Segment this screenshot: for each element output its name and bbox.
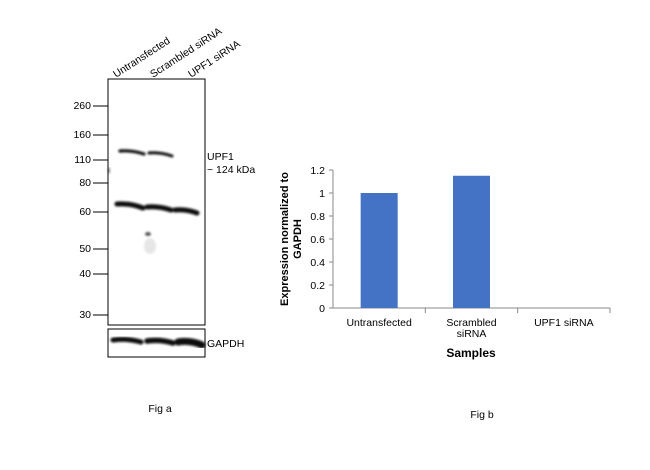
bar-untransfected [360,193,398,308]
ladder-label-160: 160 [73,129,91,141]
blot-bands [108,149,200,254]
ladder-label-80: 80 [79,177,91,189]
blot-smear [144,238,156,254]
upf1-band-untransfected [118,149,146,156]
upf1-size-label: ~ 124 kDa [207,164,255,176]
y-tick-label: 0.4 [310,257,325,269]
y-tick-label: 0 [319,303,325,315]
band-60kda-upf1-sirna [172,207,200,216]
band-60kda-untransfected [114,201,146,211]
y-tick-label: 0.6 [310,234,325,246]
y-tick-label: 1 [319,188,325,200]
ladder-label-110: 110 [74,154,91,166]
y-axis-title-line1: Expression normalized to [279,172,291,306]
blot-artifact-spot [145,232,151,236]
x-tick-label: UPF1 siRNA [534,317,594,329]
y-tick-label: 1.2 [310,165,325,177]
western-blot-panel: Untransfected Scrambled siRNA UPF1 siRNA… [73,25,255,415]
gapdh-band-upf1-sirna [174,337,206,349]
band-60kda-scrambled [144,204,174,213]
ladder-label-40: 40 [79,268,91,280]
x-tick-label: Untransfected [346,317,412,329]
ladder-label-260: 260 [73,100,91,112]
fig-a-caption: Fig a [148,403,172,415]
gapdh-bands [110,336,206,349]
upf1-band-label: UPF1 [207,151,234,163]
x-axis-title: Samples [446,346,496,360]
x-tick-label: siRNA [457,328,487,340]
bar-chart: 0 0.2 0.4 0.6 0.8 1 1.2 Untransfected Scrambled… [279,165,611,360]
ladder-label-30: 30 [79,309,91,321]
y-axis-title-line2: GAPDH [292,219,304,259]
ladder-label-60: 60 [79,206,91,218]
molecular-weight-ladder: 260 160 110 80 60 50 40 30 [73,100,108,321]
gapdh-band-untransfected [110,336,144,345]
upf1-band-scrambled [147,151,174,158]
x-tick-label: Scrambled [446,317,496,329]
fig-b-caption: Fig b [470,409,494,421]
bar-scrambled-sirna [453,175,490,308]
ladder-label-50: 50 [79,243,91,255]
y-tick-label: 0.8 [310,211,325,223]
gapdh-label: GAPDH [207,338,244,350]
y-tick-label: 0.2 [310,280,325,292]
gapdh-band-scrambled [144,337,176,346]
